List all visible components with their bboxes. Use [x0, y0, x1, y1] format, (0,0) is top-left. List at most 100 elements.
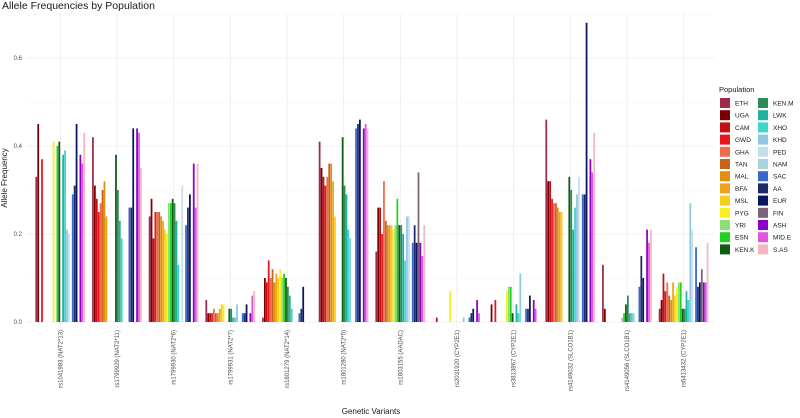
grid — [27, 13, 715, 328]
bar-esn — [623, 313, 625, 322]
legend-swatch — [758, 232, 768, 243]
bar-bfa — [672, 282, 674, 322]
bar-aa — [527, 308, 529, 322]
legend-label: NAM — [773, 162, 787, 169]
bar-sac — [581, 194, 584, 322]
bar-cam — [435, 317, 438, 322]
bar-sac — [638, 286, 641, 322]
bar-ash — [702, 282, 705, 322]
legend-swatch — [720, 171, 730, 182]
legend-swatch — [758, 110, 768, 121]
bar-sac — [525, 308, 527, 322]
bar-xho — [517, 313, 520, 322]
bar-mal — [556, 207, 559, 322]
x-axis-label: Genetic Variants — [342, 407, 401, 416]
bar-eth — [658, 308, 661, 322]
bar-uga — [490, 304, 493, 322]
bar-xho — [177, 264, 180, 322]
bar-xho — [64, 150, 66, 322]
bar-mid-e — [364, 124, 367, 322]
bar-bfa — [275, 273, 278, 322]
bar-sac — [468, 317, 471, 322]
bar-ped — [691, 229, 694, 322]
legend-label: AA — [773, 186, 782, 193]
legend-label: ETH — [735, 101, 748, 108]
bar-ken-k — [681, 308, 684, 322]
bar-esn — [56, 146, 59, 322]
bar-eur — [245, 304, 248, 322]
bar-khd — [576, 194, 578, 322]
bar-pyg — [505, 291, 508, 322]
bar-msl — [334, 216, 336, 322]
legend-swatch — [758, 195, 768, 206]
bar-ash — [589, 159, 592, 322]
bar-eur — [359, 119, 361, 322]
bar-gha — [213, 308, 215, 322]
legend-label: MSL — [735, 198, 749, 205]
bar-eth — [602, 264, 604, 322]
bar-khd — [632, 313, 635, 322]
bar-mid-e — [591, 172, 594, 322]
bar-tan — [668, 295, 671, 322]
bar-ash — [192, 163, 195, 322]
bar-ken-k — [228, 308, 231, 322]
bar-lwk — [175, 220, 178, 322]
legend-swatch — [758, 134, 768, 145]
bar-ash — [532, 300, 535, 322]
bar-s-as — [196, 163, 199, 322]
bar-msl — [674, 295, 676, 322]
legend-swatch — [758, 220, 768, 230]
bar-yri — [621, 317, 624, 322]
bar-khd — [689, 203, 692, 322]
bar-gwd — [664, 291, 667, 322]
bar-sac — [298, 313, 301, 322]
bar-fin — [700, 269, 703, 322]
bar-ash — [476, 300, 478, 322]
bar-fin — [417, 172, 420, 322]
legend-label: LWK — [773, 113, 787, 120]
bar-xho — [404, 260, 406, 322]
bar-msl — [220, 304, 223, 322]
x-tick-label: rs4149056 (SLCO1B1) — [625, 330, 631, 391]
bar-ken-k — [341, 137, 344, 322]
legend-swatch — [720, 110, 730, 121]
bar-eth — [262, 317, 264, 322]
x-tick-label: rs2031920 (CYP2E1) — [455, 330, 461, 387]
bar-tan — [271, 269, 274, 322]
bar-mal — [103, 181, 106, 322]
bar-xho — [630, 313, 633, 322]
bar-xho — [574, 207, 576, 322]
y-tick-label: 0.2 — [14, 232, 23, 238]
bar-pyg — [675, 286, 678, 322]
bar-ken-m — [230, 308, 233, 322]
bar-tan — [158, 212, 161, 322]
bar-xho — [347, 229, 350, 322]
legend-swatch — [720, 183, 730, 194]
bar-eth — [92, 137, 94, 322]
bar-khd — [236, 304, 238, 322]
bar-gha — [553, 203, 555, 322]
bar-ash — [79, 154, 82, 322]
x-tick-label: rs1801280 (NAT2*5) — [342, 330, 348, 385]
bar-pyg — [165, 234, 168, 322]
bar-ken-k — [58, 141, 61, 322]
bar-bfa — [162, 220, 164, 322]
legend-swatch — [720, 195, 730, 206]
x-tick-label: rs1799930 (NAT2*6) — [172, 330, 178, 385]
bar-ken-m — [287, 286, 289, 322]
bar-aa — [583, 194, 586, 322]
x-tick-label: rs1801279 (NAT2*14) — [285, 330, 291, 388]
bar-s-as — [366, 128, 369, 322]
bar-mal — [273, 282, 276, 322]
bar-ken-k — [511, 313, 514, 322]
bar-sac — [128, 207, 131, 322]
bar-xho — [120, 238, 123, 322]
bar-gwd — [324, 185, 327, 322]
legend-swatch — [720, 207, 730, 218]
y-axis-ticks: 0.0 0.2 0.4 0.6 — [14, 56, 23, 326]
bar-mid-e — [478, 313, 480, 322]
bar-eth — [205, 300, 208, 322]
bar-eur — [472, 308, 475, 322]
bar-aa — [300, 308, 303, 322]
bar-s-as — [650, 229, 652, 322]
